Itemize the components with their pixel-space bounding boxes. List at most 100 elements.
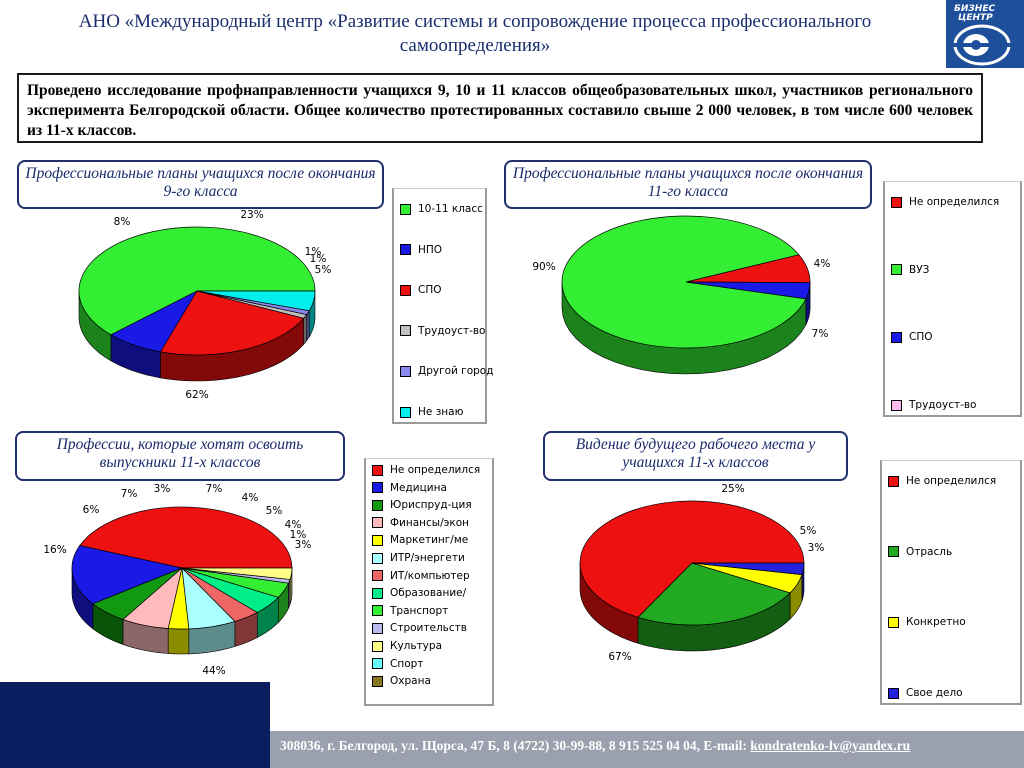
data-label-2-7: 5% — [266, 505, 283, 517]
logo-emblem-icon: БИЗНЕС ЦЕНТР — [952, 4, 1012, 66]
legend-swatch — [891, 399, 902, 411]
legend-label: ИТР/энергети — [390, 552, 465, 564]
legend-label: Не определился — [390, 464, 481, 476]
legend-item: Юриспруд-ция — [372, 499, 472, 511]
legend-swatch — [372, 552, 383, 564]
legend-swatch — [400, 365, 411, 377]
legend-item: Не определился — [891, 196, 999, 208]
data-label-0-1: 8% — [114, 216, 131, 228]
legend-label: ИТ/компьютер — [390, 569, 470, 582]
legend-swatch — [372, 482, 383, 494]
data-label-0-4: 1% — [310, 253, 327, 265]
legend-swatch — [400, 325, 411, 337]
page-title: АНО «Международный центр «Развитие систе… — [78, 11, 872, 56]
legend-item: СПО — [891, 331, 933, 343]
pie-slice-Не определился — [579, 500, 805, 618]
legend-swatch — [372, 570, 383, 582]
legend-item: Медицина — [372, 482, 447, 494]
logo-text-line-2: ЦЕНТР — [958, 13, 993, 23]
legend-item: Маркетинг/ме — [372, 534, 468, 546]
legend-label: Спорт — [390, 657, 424, 670]
legend-swatch — [888, 475, 899, 487]
data-label-3-1: 25% — [721, 483, 744, 495]
legend-swatch — [372, 499, 383, 511]
legend-item: Отрасль — [888, 546, 952, 558]
legend-item: Не определился — [888, 475, 996, 487]
legend-label: Не знаю — [418, 406, 464, 418]
legend-label: Охрана — [390, 675, 431, 688]
legend-swatch — [891, 331, 902, 343]
pie-slice-Не определился — [79, 506, 293, 569]
data-label-0-2: 23% — [240, 209, 263, 221]
data-label-2-10: 3% — [295, 539, 312, 551]
pie-slice-10-11 класс — [78, 226, 316, 336]
legend-9-grade-plans: 10-11 класс НПО СПО Трудоуст-во Другой город… — [392, 188, 493, 424]
legend-swatch — [891, 196, 902, 208]
footer-address: 308036, г. Белгород, ул. Щорса, 47 Б, 8 … — [280, 738, 751, 753]
data-label-3-0: 67% — [608, 651, 631, 663]
chart-title-9-grade-plans: Профессиональные планы учащихся после ок… — [17, 160, 384, 209]
data-label-2-2: 6% — [83, 504, 100, 516]
pie-slice-СПО — [159, 290, 305, 356]
legend-label: Другой город — [418, 365, 494, 378]
legend-item: СПО — [400, 284, 442, 296]
legend-item: ИТ/компьютер — [372, 570, 470, 582]
data-label-3-3: 3% — [808, 542, 825, 554]
legend-swatch — [400, 284, 411, 296]
legend-item: Культура — [372, 640, 442, 652]
legend-swatch — [891, 264, 902, 276]
legend-swatch — [888, 546, 899, 558]
legend-item: Трудоуст-во — [400, 325, 485, 337]
data-label-2-1: 16% — [43, 544, 66, 556]
legend-item: Финансы/экон — [372, 517, 469, 529]
legend-item: Другой город — [400, 365, 493, 377]
legend-label: ВУЗ — [909, 263, 930, 276]
pie-slice-Культура — [181, 567, 293, 580]
legend-label: 10-11 класс — [418, 203, 483, 215]
legend-label: Свое дело — [906, 687, 963, 699]
data-label-1-1: 90% — [532, 261, 555, 273]
data-label-2-6: 4% — [242, 492, 259, 504]
legend-item: ВУЗ — [891, 264, 929, 276]
data-label-1-2: 4% — [814, 258, 831, 270]
data-label-2-3: 7% — [121, 488, 138, 500]
legend-item: 10-11 класс — [400, 203, 483, 215]
legend-swatch — [400, 244, 411, 256]
header: АНО «Международный центр «Развитие систе… — [0, 0, 1024, 68]
data-label-2-4: 3% — [154, 483, 171, 495]
study-description: Проведено исследование профнаправленност… — [17, 73, 983, 143]
legend-item: Транспорт — [372, 605, 448, 617]
legend-label: Юриспруд-ция — [390, 499, 472, 512]
legend-label: Конкретно — [906, 616, 966, 629]
footer-email-link[interactable]: kondratenko-lv@yandex.ru — [750, 738, 911, 753]
legend-label: Не определился — [909, 196, 1000, 208]
legend-label: Трудоуст-во — [418, 324, 486, 337]
legend-swatch — [400, 406, 411, 418]
chart-title-future-workplace: Видение будущего рабочего места у учащих… — [543, 431, 848, 481]
chart-title-11-grade-plans: Профессиональные планы учащихся после ок… — [504, 160, 872, 209]
pie-slice-СПО — [685, 281, 811, 300]
legend-label: Не определился — [906, 475, 997, 487]
legend-swatch — [372, 605, 383, 617]
chart-title-professions: Профессии, которые хотят освоить выпускн… — [15, 431, 345, 481]
legend-swatch — [372, 464, 383, 476]
legend-label: Маркетинг/ме — [390, 534, 469, 547]
footer-contacts: 308036, г. Белгород, ул. Щорса, 47 Б, 8 … — [280, 738, 910, 754]
legend-label: Транспорт — [390, 604, 449, 617]
legend-label: Культура — [390, 640, 442, 652]
legend-swatch — [372, 675, 383, 687]
legend-label: Трудоуст-во — [909, 399, 977, 411]
legend-item: Охрана — [372, 675, 431, 687]
legend-swatch — [372, 658, 383, 670]
legend-item: Спорт — [372, 658, 423, 670]
legend-label: СПО — [909, 331, 933, 344]
data-label-0-3: 1% — [305, 246, 322, 258]
legend-item: ИТР/энергети — [372, 552, 465, 564]
legend-item: Не определился — [372, 464, 480, 476]
data-label-2-0: 44% — [202, 665, 225, 677]
legend-label: НПО — [418, 243, 443, 256]
